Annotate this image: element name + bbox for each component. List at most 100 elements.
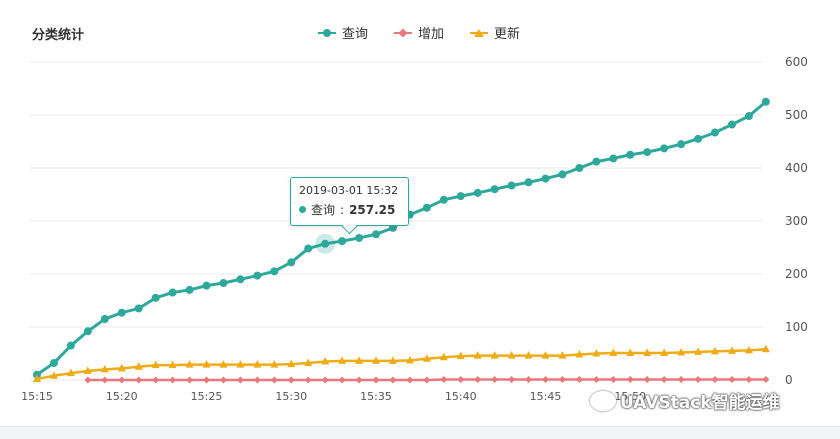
data-point-update (219, 360, 228, 368)
legend-query-label: 查询 (342, 27, 369, 42)
data-point-update (677, 347, 686, 356)
data-point-add (525, 375, 533, 383)
data-point-add (558, 375, 566, 383)
data-point-query (151, 293, 160, 302)
y-tick-label: 0 (785, 373, 793, 387)
data-point-update (660, 348, 669, 356)
data-point-query (219, 279, 228, 288)
data-point-add (118, 376, 126, 384)
data-point-query (609, 154, 618, 163)
data-point-add (372, 376, 380, 384)
data-point-query (439, 195, 448, 204)
data-point-query (372, 230, 380, 239)
data-point-update (456, 351, 465, 360)
x-tick-label: 15:20 (106, 390, 138, 403)
data-point-query (575, 164, 584, 172)
y-tick-label: 400 (785, 161, 808, 175)
data-point-query (355, 233, 364, 242)
data-point-query (83, 327, 92, 336)
data-point-add (355, 376, 363, 384)
data-point-query (253, 271, 262, 280)
data-point-add (203, 376, 210, 384)
data-point-query (202, 281, 211, 290)
data-point-query (338, 237, 347, 246)
data-point-query (507, 181, 516, 190)
data-point-update (473, 351, 482, 359)
data-point-query (660, 144, 669, 153)
data-point-update (694, 347, 703, 355)
data-point-add (287, 376, 295, 384)
data-point-update (609, 348, 618, 356)
data-point-update (287, 359, 296, 368)
chart-tooltip: 2019-03-01 15:32 查询: 257.25 (290, 177, 410, 226)
data-point-query (490, 185, 499, 194)
data-point-add (457, 375, 465, 383)
y-tick-label: 300 (785, 214, 808, 228)
tooltip-time: 2019-03-01 15:32 (299, 184, 399, 197)
data-point-update (592, 349, 601, 357)
data-point-query (185, 285, 194, 294)
data-point-add (728, 375, 736, 383)
data-point-update (541, 351, 550, 359)
data-point-query (117, 308, 126, 317)
data-point-query (558, 170, 567, 179)
data-point-add (270, 376, 278, 384)
data-point-add (677, 375, 685, 383)
data-point-add (745, 375, 753, 383)
x-tick-label: 15:25 (191, 390, 223, 403)
legend-item-add[interactable]: 增加 (394, 23, 444, 42)
data-point-add (135, 376, 143, 384)
x-tick-label: 15:35 (360, 390, 392, 403)
x-tick-label: 15:50 (614, 390, 646, 403)
data-point-query (134, 304, 143, 313)
data-point-query (236, 275, 245, 284)
data-point-update (507, 351, 516, 359)
data-point-query (711, 128, 719, 137)
data-point-add (169, 376, 177, 384)
data-point-query (287, 258, 296, 267)
tooltip-value: 257.25 (349, 202, 396, 217)
data-point-add (474, 375, 482, 383)
tooltip-series-name: 查询 (311, 203, 336, 217)
data-point-add (84, 376, 92, 384)
data-point-query (456, 192, 465, 201)
data-point-update (355, 356, 364, 364)
data-point-update (490, 351, 499, 359)
data-point-query (422, 203, 431, 212)
legend-item-update[interactable]: 更新 (470, 23, 520, 42)
watermark-text: UAVStack智能运维 (620, 393, 780, 413)
data-point-query (694, 134, 703, 143)
y-tick-label: 200 (785, 267, 808, 281)
data-point-add (626, 375, 634, 383)
data-point-update (761, 344, 770, 353)
x-tick-label: 15:45 (530, 390, 562, 403)
data-point-add (440, 375, 448, 383)
bottom-bar (0, 426, 840, 439)
legend-item-query[interactable]: 查询 (318, 23, 368, 42)
data-point-add (406, 376, 414, 384)
data-point-update (66, 368, 75, 377)
data-point-add (762, 375, 770, 383)
data-point-update (727, 346, 736, 354)
data-point-query (524, 178, 533, 187)
data-point-update (558, 351, 567, 359)
chart-legend: 查询 增加 更新 (318, 23, 520, 42)
legend-add-marker-icon (394, 27, 413, 38)
data-point-update (388, 356, 397, 364)
data-point-update (338, 356, 347, 364)
data-point-query (321, 239, 330, 248)
data-point-query (304, 244, 313, 253)
data-point-query (100, 315, 109, 324)
data-point-query (49, 359, 58, 368)
data-point-query (270, 267, 279, 276)
y-tick-label: 600 (785, 55, 808, 69)
data-point-add (338, 376, 346, 384)
data-point-add (711, 375, 719, 383)
y-tick-label: 100 (785, 320, 808, 334)
data-point-add (592, 375, 600, 383)
data-point-add (609, 375, 617, 383)
data-point-query (761, 97, 770, 106)
data-point-add (542, 375, 549, 383)
